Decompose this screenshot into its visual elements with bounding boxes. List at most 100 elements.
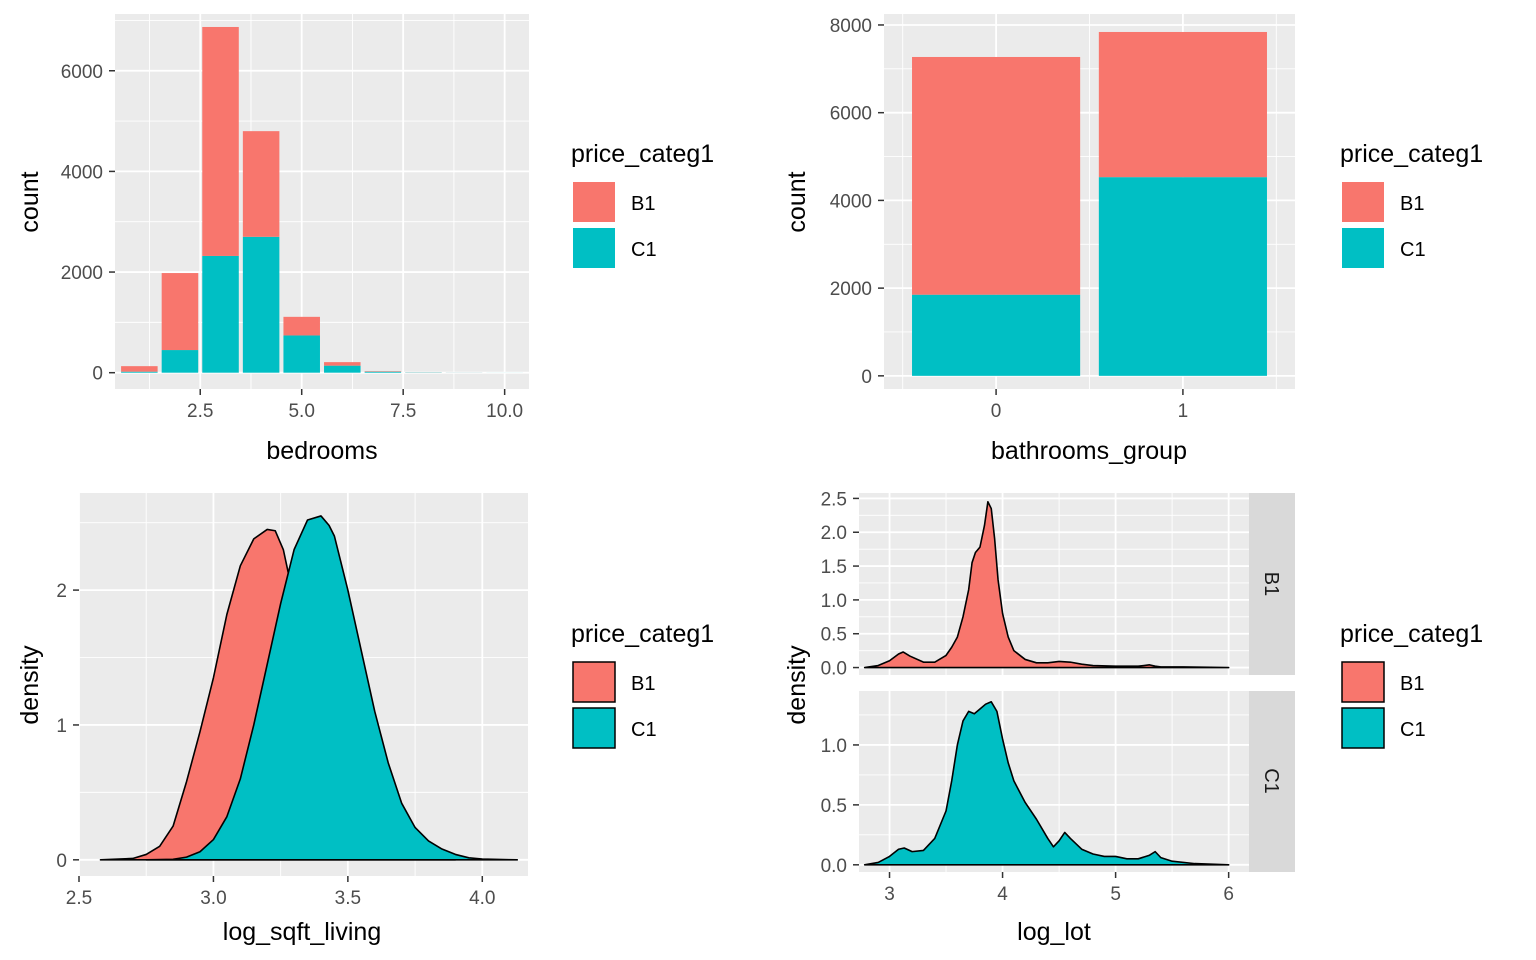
- legend-label-b1: B1: [631, 673, 655, 695]
- bedrooms-bar-b1: [324, 362, 361, 366]
- bedrooms-y-tick-label: 4000: [61, 162, 103, 183]
- bedrooms-bar-c1: [364, 371, 402, 373]
- y-axis-title-log-lot: density: [783, 645, 811, 725]
- legend-label-b1: B1: [1400, 193, 1424, 215]
- bathrooms-group-bar-b1: [912, 56, 1081, 295]
- log-lot-b1-y-tick-label: 1.5: [821, 557, 847, 578]
- log-lot-c1-x-tick-label: 6: [1223, 884, 1234, 905]
- bedrooms-y-tick-label: 0: [92, 364, 103, 385]
- plot-panel-log-lot-b1: [859, 493, 1249, 675]
- bathrooms-group-x-tick-label: 1: [1178, 401, 1189, 422]
- chart-bedrooms: 2.5 5.0 7.5 10.0 0 2000 4000 6000 bedrooms coun…: [16, 14, 714, 465]
- legend-key-c1: [573, 228, 615, 268]
- bedrooms-x-tick-label: 10.0: [486, 401, 523, 422]
- density-areas-log-sqft-living: [99, 515, 519, 861]
- legend-title: price_categ1: [571, 140, 714, 168]
- facet-strip-label-b1: B1: [1260, 572, 1282, 596]
- y-axis-title-bathrooms-group: count: [783, 171, 811, 232]
- bathrooms-group-bar-c1: [912, 294, 1081, 376]
- log-lot-c1-y-tick-label: 0.5: [821, 796, 847, 817]
- bedrooms-bar-c1: [202, 255, 239, 373]
- bedrooms-bar-b1: [161, 273, 199, 351]
- legend-title: price_categ1: [1340, 620, 1483, 648]
- legend-key-b1: [1342, 182, 1384, 222]
- bedrooms-bar-b1: [283, 316, 320, 336]
- log-lot-b1-y-tick-label: 0.0: [821, 659, 847, 680]
- legend-log-lot: price_categ1 B1 C1: [1340, 620, 1483, 749]
- axes-bedrooms: 2.5 5.0 7.5 10.0 0 2000 4000 6000: [61, 62, 523, 422]
- y-axis-title-log-sqft-living: density: [16, 645, 44, 725]
- log-lot-c1-x-tick-label: 3: [884, 884, 895, 905]
- legend-key-c1: [1341, 707, 1385, 749]
- bathrooms-group-y-tick-label: 2000: [830, 279, 872, 300]
- x-axis-title-log-sqft-living: log_sqft_living: [223, 918, 381, 946]
- log-lot-c1-y-tick-label: 0.0: [821, 856, 847, 877]
- legend-key-c1: [1342, 228, 1384, 268]
- log-sqft-living-x-tick-label: 3.5: [335, 888, 361, 909]
- legend-label-c1: C1: [631, 719, 657, 741]
- log-sqft-living-density-c1: [145, 515, 519, 861]
- facet-strip-label-c1: C1: [1260, 768, 1282, 794]
- x-axis-title-log-lot: log_lot: [1017, 918, 1091, 946]
- facet-strip-b1: [1249, 493, 1295, 675]
- bedrooms-bar-c1: [324, 365, 361, 373]
- axes-log-lot: 0.0 0.5 1.0 1.5 2.0 2.5 3 4 5 6 0.0 0.5 1.0: [821, 489, 1234, 905]
- bathrooms-group-x-tick-label: 0: [991, 401, 1002, 422]
- plot-panel-log-lot-c1: [859, 691, 1249, 872]
- legend-key-b1: [572, 661, 616, 703]
- facet-strip-c1: [1249, 691, 1295, 872]
- log-sqft-living-y-tick-label: 0: [56, 851, 67, 872]
- log-sqft-living-y-tick-label: 2: [56, 581, 67, 602]
- log-lot-c1-density-c1: [863, 700, 1230, 866]
- chart-bathrooms-group: 0 1 0 2000 4000 6000 8000 bathrooms_group coun…: [783, 14, 1483, 465]
- legend-label-c1: C1: [1400, 719, 1426, 741]
- bathrooms-group-y-tick-label: 0: [861, 367, 872, 388]
- legend-title: price_categ1: [1340, 140, 1483, 168]
- bedrooms-x-tick-label: 7.5: [390, 401, 416, 422]
- bathrooms-group-y-tick-label: 4000: [830, 191, 872, 212]
- bedrooms-bar-b1: [364, 371, 402, 372]
- log-sqft-living-y-tick-label: 1: [56, 716, 67, 737]
- legend-key-c1: [572, 707, 616, 749]
- density-areas-log-lot: [863, 500, 1230, 866]
- legend-label-c1: C1: [631, 239, 657, 261]
- legend-key-b1: [1341, 661, 1385, 703]
- bedrooms-bar-b1: [121, 366, 158, 372]
- axes-bathrooms-group: 0 1 0 2000 4000 6000 8000: [830, 16, 1188, 422]
- bedrooms-bar-c1: [242, 236, 280, 373]
- legend-key-b1: [573, 182, 615, 222]
- bedrooms-bar-c1: [161, 350, 199, 373]
- x-axis-title-bedrooms: bedrooms: [266, 437, 377, 465]
- bathrooms-group-y-tick-label: 8000: [830, 16, 872, 37]
- log-sqft-living-x-tick-label: 3.0: [200, 888, 226, 909]
- y-axis-title-bedrooms: count: [16, 171, 44, 232]
- legend-label-c1: C1: [1400, 239, 1426, 261]
- log-lot-c1-x-tick-label: 4: [997, 884, 1008, 905]
- bedrooms-y-tick-label: 2000: [61, 263, 103, 284]
- log-sqft-living-x-tick-label: 2.5: [66, 888, 92, 909]
- log-lot-c1-x-tick-label: 5: [1110, 884, 1121, 905]
- log-lot-c1-y-tick-label: 1.0: [821, 736, 847, 757]
- x-axis-title-bathrooms-group: bathrooms_group: [991, 437, 1187, 465]
- log-lot-b1-y-tick-label: 2.5: [821, 489, 847, 510]
- bedrooms-y-tick-label: 6000: [61, 62, 103, 83]
- bathrooms-group-bar-b1: [1098, 31, 1267, 178]
- legend-title: price_categ1: [571, 620, 714, 648]
- bathrooms-group-bar-c1: [1098, 177, 1267, 376]
- axes-log-sqft-living: 2.5 3.0 3.5 4.0 0 1 2: [56, 581, 495, 909]
- bars-bedrooms: [121, 26, 523, 373]
- legend-log-sqft-living: price_categ1 B1 C1: [571, 620, 714, 749]
- legend-bathrooms-group: price_categ1 B1 C1: [1340, 140, 1483, 268]
- bedrooms-x-tick-label: 2.5: [187, 401, 213, 422]
- log-sqft-living-x-tick-label: 4.0: [469, 888, 495, 909]
- bedrooms-bar-b1: [202, 26, 239, 256]
- chart-log-lot: B1 C1 0.0 0.5 1.0 1.5 2.0 2.5 3 4 5 6 0.0 0.5 1.0 lo…: [783, 489, 1483, 946]
- log-lot-b1-y-tick-label: 2.0: [821, 523, 847, 544]
- bedrooms-x-tick-label: 5.0: [288, 401, 314, 422]
- bathrooms-group-y-tick-label: 6000: [830, 104, 872, 125]
- legend-bedrooms: price_categ1 B1 C1: [571, 140, 714, 268]
- log-lot-b1-y-tick-label: 0.5: [821, 625, 847, 646]
- bedrooms-bar-c1: [121, 371, 158, 373]
